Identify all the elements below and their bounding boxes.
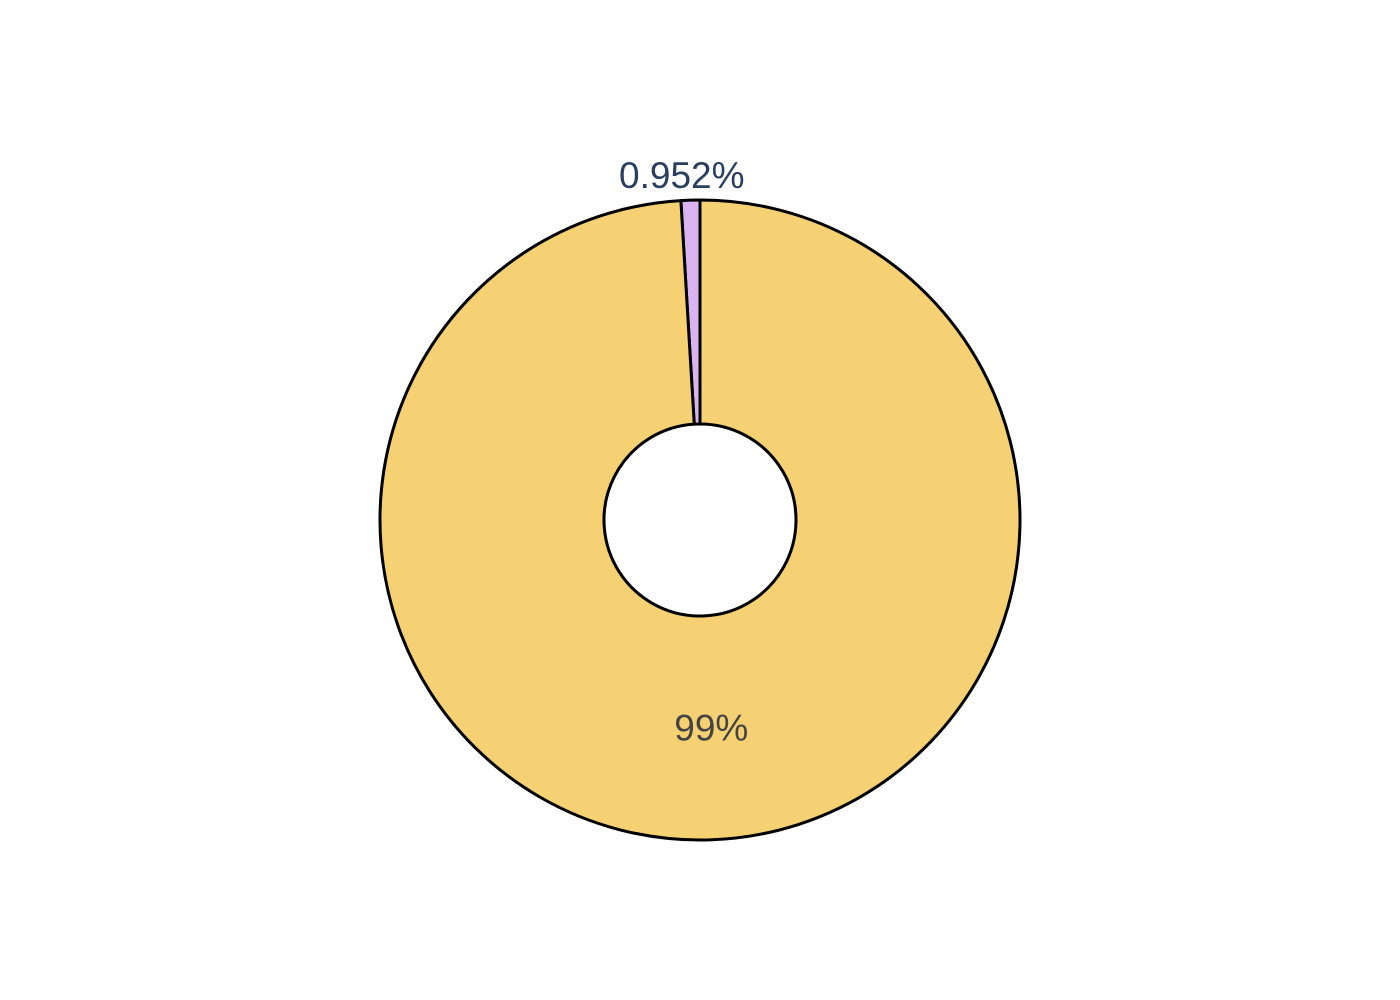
slice-label-0: 0.952% — [619, 155, 745, 196]
slice-label-1: 99% — [674, 708, 748, 749]
donut-slice-1[interactable] — [378, 198, 1022, 842]
labels-group: 0.952% 99% — [619, 155, 748, 749]
slices-group — [378, 198, 1022, 842]
